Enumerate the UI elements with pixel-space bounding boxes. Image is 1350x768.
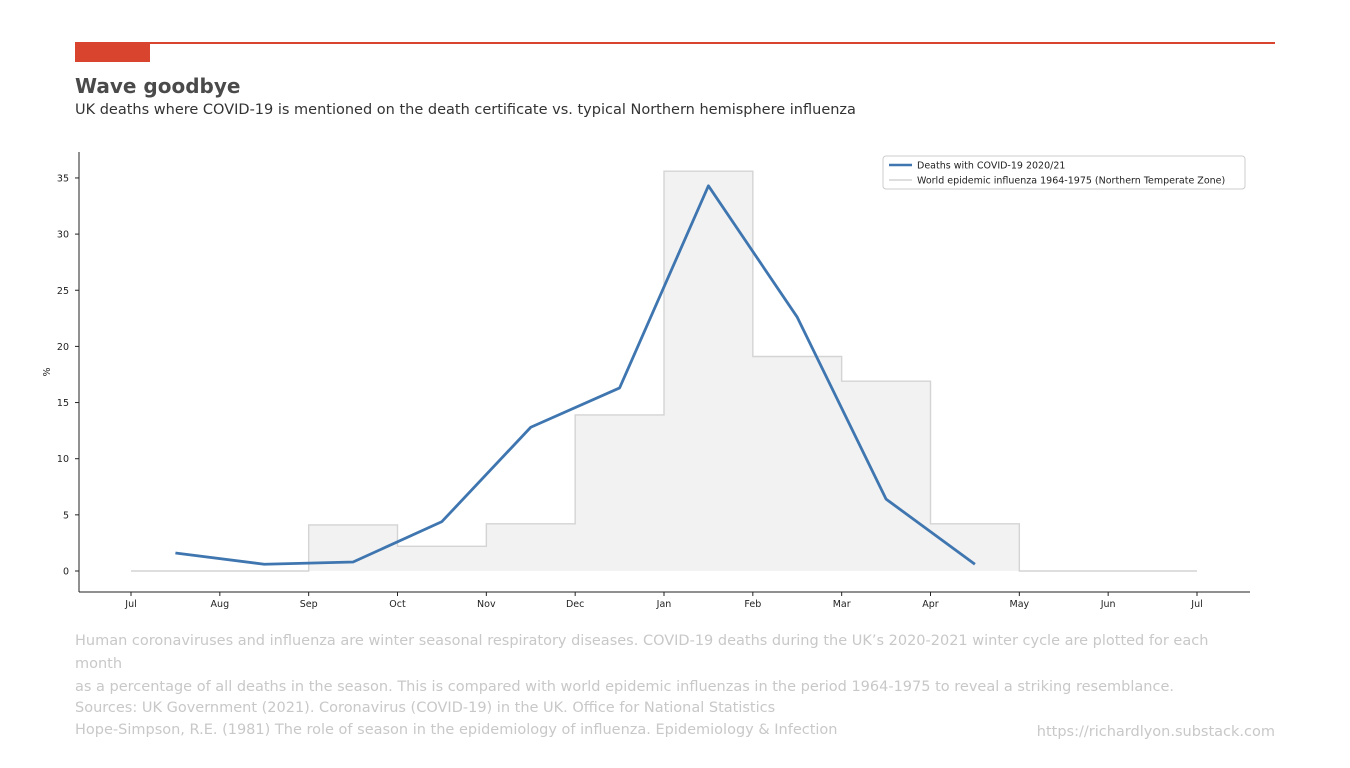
x-tick-label: May xyxy=(1010,599,1030,610)
description-line-2: as a percentage of all deaths in the sea… xyxy=(75,679,1174,695)
chart-title: Wave goodbye xyxy=(75,74,241,98)
source-line-1: Sources: UK Government (2021). Coronavir… xyxy=(75,700,776,716)
legend-label-covid: Deaths with COVID-19 2020/21 xyxy=(917,161,1065,172)
covid-series xyxy=(175,184,976,566)
x-tick-label: Feb xyxy=(744,599,761,610)
covid-line xyxy=(175,184,976,566)
description-line-1: Human coronaviruses and influenza are wi… xyxy=(75,633,1209,672)
flu-step-line xyxy=(131,170,1197,572)
source-url-link[interactable]: https://richardlyon.substack.com xyxy=(1036,724,1275,740)
x-tick-label: Jan xyxy=(656,599,672,610)
y-tick-label: 0 xyxy=(63,567,69,578)
y-tick-label: 10 xyxy=(57,454,69,465)
header-rule xyxy=(75,42,1275,44)
x-tick-label: Jun xyxy=(1100,599,1116,610)
header-accent-tab xyxy=(75,42,150,62)
legend-label-flu: World epidemic influenza 1964-1975 (Nort… xyxy=(917,176,1225,187)
chart-description: Human coronaviruses and influenza are wi… xyxy=(75,630,1255,699)
y-tick-label: 15 xyxy=(57,398,69,409)
y-tick-label: 30 xyxy=(57,230,69,241)
x-tick-label: Nov xyxy=(477,599,496,610)
x-tick-label: Oct xyxy=(389,599,406,610)
chart-sources: Sources: UK Government (2021). Coronavir… xyxy=(75,697,838,741)
x-tick-label: Jul xyxy=(1190,599,1202,610)
y-tick-label: 5 xyxy=(63,510,69,521)
flu-series-area xyxy=(131,170,1197,572)
x-tick-label: Mar xyxy=(833,599,851,610)
legend-box xyxy=(882,155,1246,190)
x-tick-label: Dec xyxy=(566,599,584,610)
chart-subtitle: UK deaths where COVID-19 is mentioned on… xyxy=(75,102,856,118)
x-tick-label: Sep xyxy=(300,599,318,610)
source-line-2: Hope-Simpson, R.E. (1981) The role of se… xyxy=(75,722,838,738)
y-axis-label: % xyxy=(42,367,53,376)
chart-legend: Deaths with COVID-19 2020/21 World epidem… xyxy=(882,155,1246,190)
chart-axes: 0 5 10 15 20 25 30 35 Jul Aug Sep Oct Nov Dec Jan Feb Ma… xyxy=(42,152,1250,610)
y-tick-label: 35 xyxy=(57,173,69,184)
x-tick-label: Aug xyxy=(211,599,230,610)
x-tick-label: Jul xyxy=(124,599,136,610)
x-tick-label: Apr xyxy=(922,599,939,610)
y-tick-label: 25 xyxy=(57,286,69,297)
y-tick-label: 20 xyxy=(57,342,69,353)
